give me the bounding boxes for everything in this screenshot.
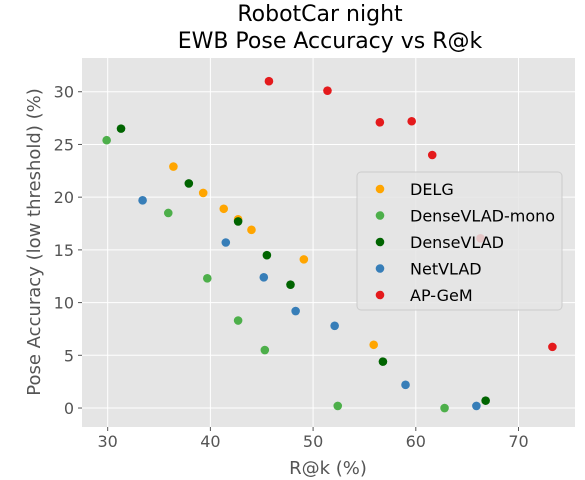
data-point-ap-gem [323,86,332,95]
y-tick-label: 15 [54,241,74,260]
legend: DELG DenseVLAD-mono DenseVLAD NetVLAD AP-GeM [356,171,563,311]
chart-title-line-1: RobotCar night [237,2,403,27]
data-point-delg [198,188,208,198]
legend-marker-densevlad-mono [375,211,385,220]
data-point-delg [219,204,229,214]
data-point-densevlad-mono [333,401,343,411]
data-point-densevlad-mono [203,274,212,283]
data-point-densevlad [262,250,272,260]
data-point-densevlad [116,124,126,133]
data-point-densevlad [184,179,194,188]
data-point-delg [247,225,256,235]
data-point-densevlad-mono [233,316,243,325]
data-points [102,76,557,413]
data-point-densevlad [378,357,388,366]
legend-marker-densevlad [375,237,385,247]
data-point-netvlad [472,401,481,411]
data-point-densevlad-mono [102,135,111,145]
legend-label-ap-gem: AP-GeM [410,286,473,305]
data-point-ap-gem [375,118,385,127]
data-point-netvlad [138,196,147,205]
x-tick-label: 30 [97,432,117,451]
legend-marker-ap-gem [375,290,385,300]
data-point-delg [169,162,178,171]
data-point-ap-gem [548,342,557,352]
x-tick-label: 50 [303,432,323,451]
chart-title-line-2: EWB Pose Accuracy vs R@k [178,29,483,54]
data-point-delg [369,340,378,350]
x-tick-label: 40 [200,432,220,451]
data-point-densevlad-mono [440,403,449,413]
y-tick-label: 20 [54,188,74,207]
y-tick-label: 30 [54,83,74,102]
x-tick-label: 60 [406,432,426,451]
x-tick-label: 70 [508,432,528,451]
data-point-netvlad [291,306,300,316]
y-tick-label: 5 [64,346,74,365]
data-point-netvlad [221,238,231,247]
legend-label-densevlad-mono: DenseVLAD-mono [410,207,555,226]
data-point-delg [299,255,309,264]
legend-box [356,171,563,311]
y-tick-label: 10 [54,294,74,313]
data-point-densevlad [481,396,490,405]
legend-marker-delg [375,184,385,194]
data-point-densevlad-mono [260,345,270,355]
data-point-densevlad [233,217,243,226]
legend-label-densevlad: DenseVLAD [410,233,504,252]
data-point-netvlad [401,380,410,390]
data-point-densevlad-mono [163,208,173,218]
y-tick-label: 0 [64,399,74,418]
legend-label-delg: DELG [410,180,454,199]
legend-marker-netvlad [375,264,385,273]
ticks: 30 40 50 60 70 0 5 10 15 20 25 30 [54,83,529,451]
x-axis-label: R@k (%) [289,458,367,479]
data-point-netvlad [259,272,269,282]
data-point-densevlad [286,280,295,289]
data-point-ap-gem [427,150,437,160]
y-tick-label: 25 [54,135,74,154]
y-axis-label: Pose Accuracy (low threshold) (%) [24,88,45,395]
data-point-netvlad [330,321,339,331]
legend-label-netvlad: NetVLAD [410,260,482,279]
data-point-ap-gem [264,76,274,86]
data-point-ap-gem [407,116,416,126]
